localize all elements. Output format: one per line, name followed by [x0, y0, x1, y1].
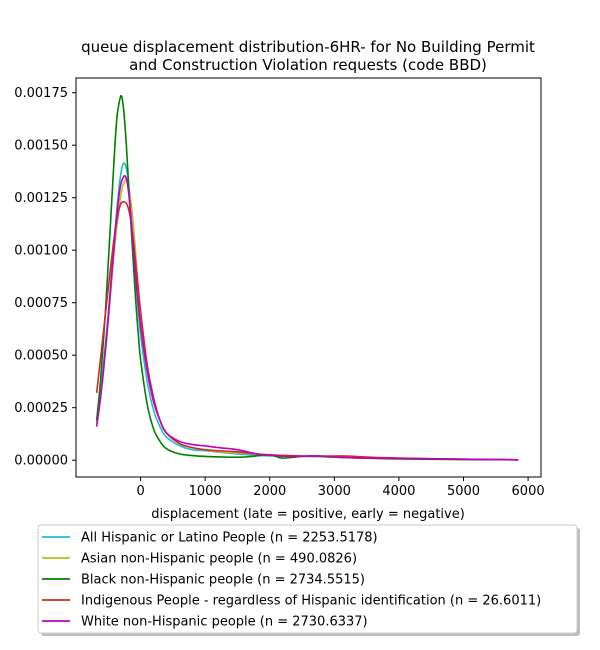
- x-tick-label: 0: [136, 484, 144, 499]
- legend-label-5: White non-Hispanic people (n = 2730.6337…: [81, 615, 368, 630]
- x-tick-label: 2000: [253, 484, 286, 499]
- chart-title-line-2: and Construction Violation requests (cod…: [129, 56, 487, 74]
- series-line-5: [95, 174, 519, 461]
- y-tick-label: 0.00150: [14, 139, 68, 154]
- y-axis-ticks: 0.00000 0.00025 0.00050 0.00075 0.00100 0.001…: [14, 86, 76, 469]
- legend-label-2: Asian non-Hispanic people (n = 490.0826): [81, 552, 357, 567]
- y-tick-label: 0.00075: [14, 296, 68, 311]
- x-tick-label: 5000: [447, 484, 480, 499]
- legend-label-4: Indigenous People - regardless of Hispan…: [81, 594, 541, 609]
- chart-title: queue displacement distribution-6HR- for…: [81, 38, 535, 74]
- x-axis-ticks: 0 1000 2000 3000 4000 5000 6000: [136, 477, 545, 499]
- series-line-3: [95, 94, 519, 461]
- x-tick-label: 4000: [382, 484, 415, 499]
- legend-label-1: All Hispanic or Latino People (n = 2253.…: [81, 531, 378, 546]
- x-axis-label: displacement (late = positive, early = n…: [151, 507, 465, 522]
- series-line-1: [95, 162, 519, 461]
- y-tick-label: 0.00050: [14, 349, 68, 364]
- y-tick-label: 0.00000: [14, 454, 68, 469]
- x-tick-label: 3000: [318, 484, 351, 499]
- y-tick-label: 0.00125: [14, 191, 68, 206]
- plot-frame: [75, 77, 542, 478]
- legend-items: All Hispanic or Latino People (n = 2253.…: [42, 531, 541, 630]
- y-tick-label: 0.00175: [14, 86, 68, 101]
- series-lines: [95, 94, 519, 461]
- chart-title-line-1: queue displacement distribution-6HR- for…: [81, 38, 535, 56]
- y-tick-label: 0.00100: [14, 244, 68, 259]
- legend-box: [37, 524, 578, 634]
- x-tick-label: 6000: [512, 484, 545, 499]
- legend-label-3: Black non-Hispanic people (n = 2734.5515…: [81, 573, 365, 588]
- y-tick-label: 0.00025: [14, 401, 68, 416]
- x-tick-label: 1000: [189, 484, 222, 499]
- legend: All Hispanic or Latino People (n = 2253.…: [37, 524, 580, 636]
